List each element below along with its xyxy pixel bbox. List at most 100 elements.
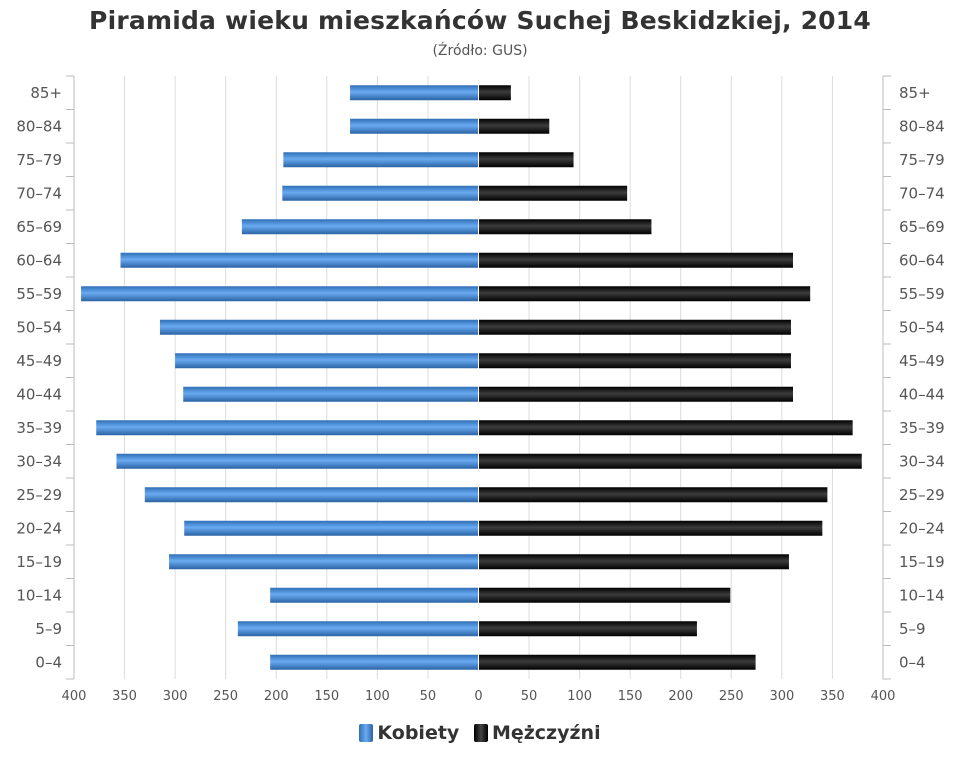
- bar-kobiety[interactable]: [144, 487, 479, 503]
- category-label-right: 85+: [899, 84, 931, 102]
- bar-mezczyzni[interactable]: [478, 386, 793, 402]
- bar-mezczyzni[interactable]: [478, 118, 550, 134]
- bar-mezczyzni[interactable]: [478, 185, 628, 201]
- bar-kobiety[interactable]: [237, 621, 479, 637]
- chart-subtitle: (Źródło: GUS): [432, 43, 528, 59]
- bar-kobiety[interactable]: [175, 353, 479, 369]
- axes: 400 350 300 250 200 150 100 50 0 50 100 150 200 250 30…: [16, 75, 945, 704]
- x-tick-label: 250: [719, 689, 744, 704]
- category-label-left: 55–59: [16, 285, 62, 303]
- category-label-right: 55–59: [899, 285, 945, 303]
- category-label-right: 45–49: [899, 352, 945, 370]
- bar-mezczyzni[interactable]: [478, 152, 574, 168]
- category-label-left: 10–14: [16, 586, 62, 604]
- bar-mezczyzni[interactable]: [478, 621, 697, 637]
- bar-kobiety[interactable]: [184, 520, 479, 536]
- bar-kobiety[interactable]: [282, 185, 479, 201]
- x-tick-label: 200: [264, 689, 289, 704]
- bar-mezczyzni[interactable]: [478, 654, 756, 670]
- category-label-left: 85+: [30, 84, 62, 102]
- category-label-left: 25–29: [16, 486, 62, 504]
- chart-title: Piramida wieku mieszkańców Suchej Beskid…: [89, 6, 871, 35]
- legend-swatch-kobiety: [359, 724, 374, 742]
- category-label-left: 35–39: [16, 419, 62, 437]
- bar-kobiety[interactable]: [81, 286, 479, 302]
- bar-kobiety[interactable]: [96, 420, 479, 436]
- category-label-right: 0–4: [899, 653, 926, 671]
- bar-kobiety[interactable]: [120, 252, 479, 268]
- category-label-right: 30–34: [899, 452, 945, 470]
- bar-kobiety[interactable]: [183, 386, 479, 402]
- bar-mezczyzni[interactable]: [478, 319, 791, 335]
- x-tick-label: 150: [618, 689, 643, 704]
- bar-mezczyzni[interactable]: [478, 487, 828, 503]
- bar-mezczyzni[interactable]: [478, 453, 862, 469]
- bar-kobiety[interactable]: [169, 554, 479, 570]
- legend-label-kobiety: Kobiety: [377, 722, 460, 744]
- bar-mezczyzni[interactable]: [478, 587, 731, 603]
- bar-kobiety[interactable]: [159, 319, 479, 335]
- category-label-left: 0–4: [35, 653, 62, 671]
- bar-kobiety[interactable]: [270, 587, 479, 603]
- x-tick-label: 150: [314, 689, 339, 704]
- legend-item-mezczyzni[interactable]: Mężczyźni: [473, 722, 601, 744]
- bar-mezczyzni[interactable]: [478, 554, 789, 570]
- category-label-right: 10–14: [899, 586, 945, 604]
- x-tick-label: 350: [820, 689, 845, 704]
- bar-kobiety[interactable]: [241, 219, 479, 235]
- category-label-right: 15–19: [899, 553, 945, 571]
- category-label-left: 80–84: [16, 117, 62, 135]
- category-label-right: 70–74: [899, 184, 945, 202]
- x-tick-label: 250: [213, 689, 238, 704]
- category-label-left: 60–64: [16, 251, 62, 269]
- category-label-left: 45–49: [16, 352, 62, 370]
- category-label-right: 65–69: [899, 218, 945, 236]
- bar-kobiety[interactable]: [350, 118, 479, 134]
- legend-label-mezczyzni: Mężczyźni: [491, 722, 601, 744]
- category-label-right: 20–24: [899, 519, 945, 537]
- x-tick-label: 100: [567, 689, 592, 704]
- x-tick-label: 300: [769, 689, 794, 704]
- category-label-right: 35–39: [899, 419, 945, 437]
- bar-mezczyzni[interactable]: [478, 353, 791, 369]
- category-label-left: 75–79: [16, 151, 62, 169]
- category-label-right: 60–64: [899, 251, 945, 269]
- x-tick-label: 0: [474, 689, 482, 704]
- category-label-left: 70–74: [16, 184, 62, 202]
- bar-kobiety[interactable]: [283, 152, 479, 168]
- category-label-right: 80–84: [899, 117, 945, 135]
- category-label-left: 20–24: [16, 519, 62, 537]
- category-label-left: 40–44: [16, 385, 62, 403]
- legend-item-kobiety[interactable]: Kobiety: [359, 722, 459, 744]
- bar-kobiety[interactable]: [350, 85, 479, 101]
- category-label-left: 50–54: [16, 318, 62, 336]
- legend: Kobiety Mężczyźni: [0, 722, 960, 747]
- bars: [81, 76, 862, 679]
- category-label-right: 75–79: [899, 151, 945, 169]
- x-tick-label: 350: [112, 689, 137, 704]
- category-label-left: 65–69: [16, 218, 62, 236]
- bar-mezczyzni[interactable]: [478, 520, 823, 536]
- x-tick-label: 100: [365, 689, 390, 704]
- x-tick-label: 400: [871, 689, 896, 704]
- category-label-left: 15–19: [16, 553, 62, 571]
- category-label-right: 5–9: [899, 620, 926, 638]
- category-label-left: 5–9: [35, 620, 62, 638]
- legend-swatch-mezczyzni: [473, 724, 488, 742]
- category-label-right: 25–29: [899, 486, 945, 504]
- x-tick-label: 200: [668, 689, 693, 704]
- x-tick-label: 50: [521, 689, 538, 704]
- x-tick-label: 300: [163, 689, 188, 704]
- bar-kobiety[interactable]: [116, 453, 479, 469]
- category-label-right: 50–54: [899, 318, 945, 336]
- x-tick-label: 50: [420, 689, 437, 704]
- bar-mezczyzni[interactable]: [478, 85, 511, 101]
- bar-kobiety[interactable]: [270, 654, 479, 670]
- bar-mezczyzni[interactable]: [478, 252, 793, 268]
- bar-mezczyzni[interactable]: [478, 420, 853, 436]
- bar-mezczyzni[interactable]: [478, 219, 652, 235]
- x-tick-label: 400: [62, 689, 87, 704]
- category-label-right: 40–44: [899, 385, 945, 403]
- bar-mezczyzni[interactable]: [478, 286, 811, 302]
